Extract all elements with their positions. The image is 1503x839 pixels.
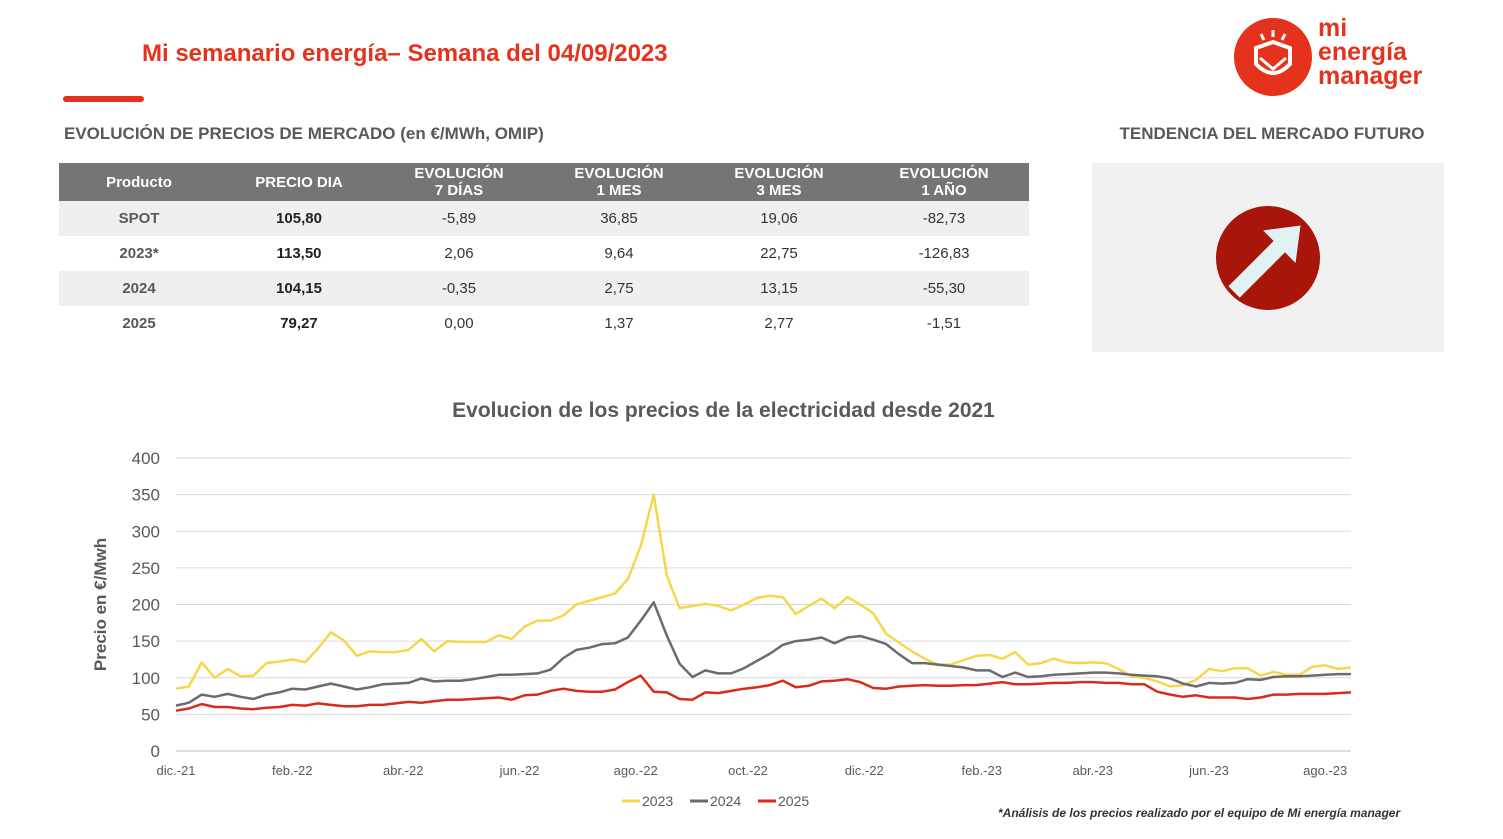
cell-1y: -82,73 <box>859 201 1029 236</box>
logo-shield-icon <box>1234 18 1312 96</box>
table-row: 2024 104,15 -0,35 2,75 13,15 -55,30 <box>59 271 1029 306</box>
y-tick-label: 250 <box>132 559 160 578</box>
cell-1m: 36,85 <box>539 201 699 236</box>
footnote: *Análisis de los precios realizado por e… <box>998 806 1401 820</box>
y-tick-label: 0 <box>151 742 160 761</box>
cell-1m: 2,75 <box>539 271 699 306</box>
cell-1y: -1,51 <box>926 315 962 332</box>
legend-label-2024: 2024 <box>710 793 741 809</box>
cell-1y: -126,83 <box>918 245 970 262</box>
cell-1m: 9,64 <box>604 245 634 262</box>
cell-7d: 2,06 <box>444 245 474 262</box>
legend-label-2023: 2023 <box>642 793 673 809</box>
brand-logo: mi energía manager <box>1232 14 1472 104</box>
cell-3m: 13,15 <box>699 271 859 306</box>
cell-3m: 2,77 <box>764 315 794 332</box>
cell-price: 105,80 <box>219 201 379 236</box>
chart-title: Evolucion de los precios de la electrici… <box>452 399 995 422</box>
table-row: 2023* 113,50 2,06 9,64 22,75 -126,83 <box>59 236 1029 271</box>
trend-section-heading: TENDENCIA DEL MERCADO FUTURO <box>1119 124 1425 143</box>
cell-3m: 19,06 <box>699 201 859 236</box>
cell-price: 104,15 <box>219 271 379 306</box>
cell-price: 79,27 <box>280 315 318 332</box>
y-tick-label: 50 <box>141 705 160 724</box>
cell-product: SPOT <box>59 201 219 236</box>
y-tick-label: 200 <box>132 596 160 615</box>
cell-7d: 0,00 <box>444 315 474 332</box>
legend-label-2025: 2025 <box>778 793 809 809</box>
logo-line-2: energía <box>1318 38 1407 66</box>
series-line-2025 <box>175 674 1352 712</box>
trend-panel <box>1092 163 1444 352</box>
x-tick-label: feb.-23 <box>961 763 1001 778</box>
col-header-price: PRECIO DIA <box>219 163 379 201</box>
logo-line-1: mi <box>1318 14 1348 42</box>
cell-price: 113,50 <box>276 245 322 262</box>
y-tick-label: 150 <box>132 632 160 651</box>
table-header-row: Producto PRECIO DIA EVOLUCIÓN 7 DÍAS EVOL… <box>59 163 1029 201</box>
col-header-1m: EVOLUCIÓN 1 MES <box>539 163 699 201</box>
price-table: Producto PRECIO DIA EVOLUCIÓN 7 DÍAS EVOL… <box>59 163 1029 341</box>
x-tick-label: abr.-23 <box>1073 763 1113 778</box>
y-tick-label: 100 <box>132 669 160 688</box>
cell-7d: -0,35 <box>379 271 539 306</box>
page-title: Mi semanario energía– Semana del 04/09/2… <box>142 40 668 67</box>
x-tick-label: dic.-22 <box>845 763 884 778</box>
logo-line-3: manager <box>1318 62 1423 90</box>
y-tick-label: 350 <box>132 486 160 505</box>
cell-3m: 22,75 <box>760 245 798 262</box>
x-tick-label: ago.-22 <box>614 763 658 778</box>
cell-product: 2023* <box>119 245 159 262</box>
col-header-product: Producto <box>59 163 219 201</box>
cell-product: 2024 <box>59 271 219 306</box>
series-line-2023 <box>175 493 1352 690</box>
table-row: SPOT 105,80 -5,89 36,85 19,06 -82,73 <box>59 201 1029 236</box>
cell-1m: 1,37 <box>604 315 634 332</box>
x-tick-label: dic.-21 <box>156 763 195 778</box>
x-tick-label: feb.-22 <box>272 763 312 778</box>
table-row: 2025 79,27 0,00 1,37 2,77 -1,51 <box>59 306 1029 341</box>
x-tick-label: ago.-23 <box>1303 763 1347 778</box>
x-tick-label: jun.-23 <box>1188 763 1229 778</box>
trend-up-arrow-icon <box>1216 206 1320 310</box>
x-tick-label: jun.-22 <box>499 763 540 778</box>
series-line-2024 <box>175 601 1351 707</box>
x-tick-label: oct.-22 <box>728 763 768 778</box>
logo-wordmark: mi energía manager <box>1318 14 1423 90</box>
x-tick-label: abr.-22 <box>383 763 423 778</box>
col-header-7d: EVOLUCIÓN 7 DÍAS <box>379 163 539 201</box>
cell-7d: -5,89 <box>379 201 539 236</box>
y-axis-title: Precio en €/Mwh <box>91 538 110 671</box>
table-section-heading: EVOLUCIÓN DE PRECIOS DE MERCADO (en €/MW… <box>64 124 544 143</box>
cell-1y: -55,30 <box>859 271 1029 306</box>
col-header-1y: EVOLUCIÓN 1 AÑO <box>859 163 1029 201</box>
y-tick-label: 300 <box>132 522 160 541</box>
cell-product: 2025 <box>122 315 156 332</box>
col-header-3m: EVOLUCIÓN 3 MES <box>699 163 859 201</box>
title-underline <box>63 96 144 102</box>
y-tick-label: 400 <box>132 449 160 468</box>
